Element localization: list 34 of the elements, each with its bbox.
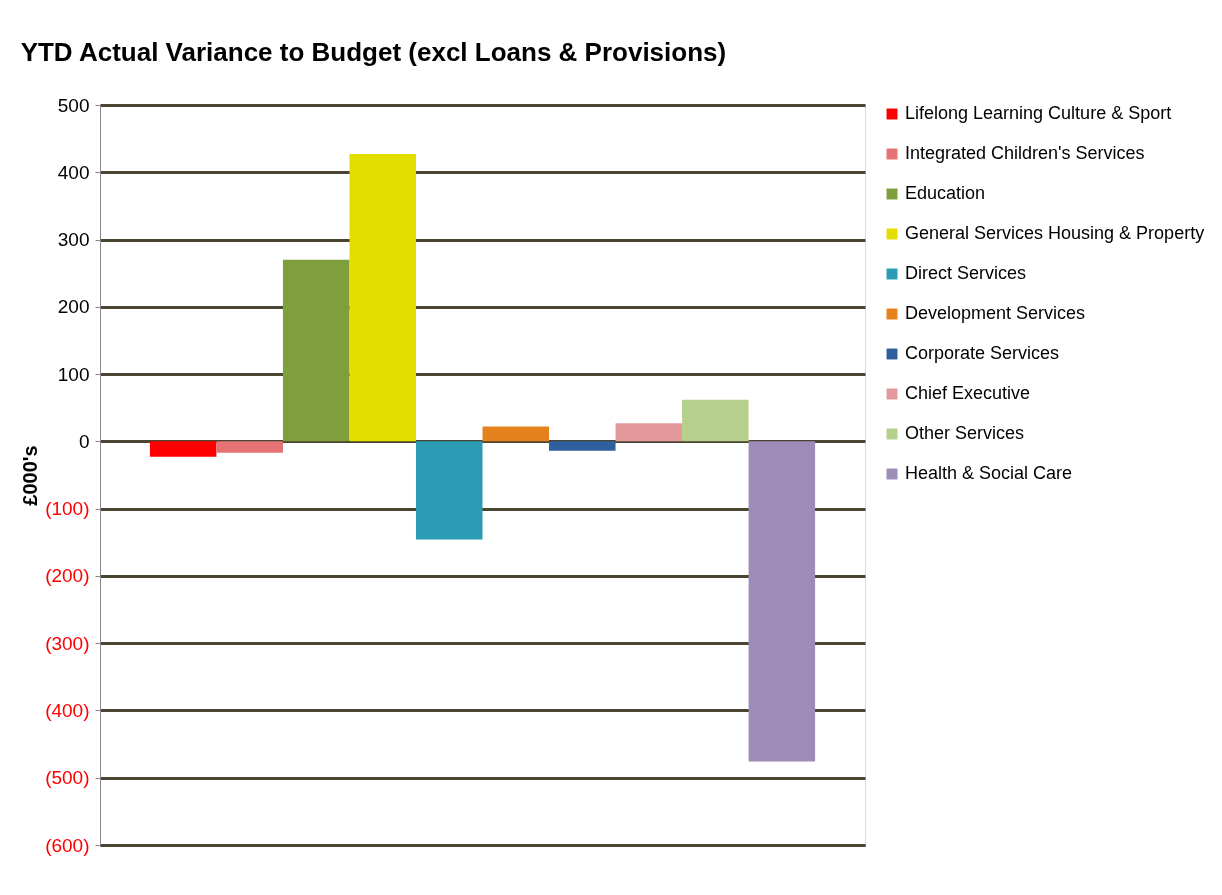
y-tick-label: (600)	[45, 834, 90, 856]
y-axis-title: £000's	[19, 445, 42, 506]
y-tick-label: 100	[57, 363, 90, 385]
bar	[149, 441, 217, 457]
y-tick-label: (100)	[45, 498, 90, 520]
chart-title: YTD Actual Variance to Budget (excl Loans & Provisions)	[20, 37, 727, 67]
bar	[482, 426, 550, 442]
y-tick-label: (500)	[45, 767, 90, 789]
legend-label: General Services Housing & Property	[905, 223, 1205, 243]
legend-label: Development Services	[905, 303, 1086, 323]
y-tick-label: 300	[57, 229, 90, 251]
bar	[415, 441, 483, 540]
bar	[549, 441, 616, 451]
bar	[349, 154, 416, 442]
y-tick-label: 200	[57, 296, 90, 318]
legend-label: Chief Executive	[905, 383, 1031, 403]
bar	[615, 423, 683, 442]
y-tick-label: (400)	[45, 699, 90, 721]
y-tick-label: 400	[57, 161, 90, 183]
legend-label: Health & Social Care	[905, 463, 1073, 483]
y-tick-label: (200)	[45, 565, 90, 587]
bar	[216, 441, 283, 453]
legend-label: Other Services	[905, 423, 1025, 443]
legend-label: Corporate Services	[905, 343, 1060, 363]
legend-label: Direct Services	[905, 263, 1027, 283]
legend-label: Lifelong Learning Culture & Sport	[905, 103, 1172, 123]
y-tick-label: 500	[57, 94, 90, 116]
bar	[748, 441, 816, 762]
y-tick-label: (300)	[45, 632, 90, 654]
legend-label: Integrated Children's Services	[905, 143, 1145, 163]
legend-label: Education	[905, 183, 986, 203]
bar	[282, 259, 350, 442]
y-tick-label: 0	[78, 430, 90, 452]
bar	[682, 399, 749, 442]
